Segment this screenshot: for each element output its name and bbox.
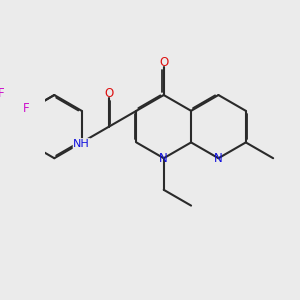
Text: F: F (0, 87, 5, 100)
Text: N: N (159, 152, 168, 165)
Text: N: N (214, 152, 223, 165)
Text: F: F (23, 102, 30, 115)
Text: NH: NH (73, 139, 90, 149)
Text: O: O (159, 56, 168, 69)
Text: O: O (104, 86, 114, 100)
